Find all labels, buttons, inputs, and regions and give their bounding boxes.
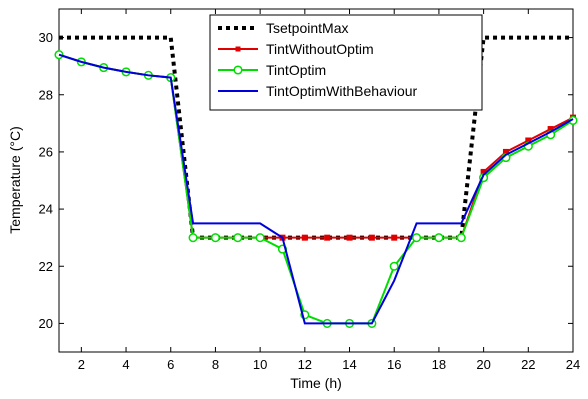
data-point <box>434 233 444 243</box>
legend: TsetpointMax TintWithoutOptim TintOptim Tin… <box>209 14 483 111</box>
x-tick-label: 2 <box>78 357 85 372</box>
data-point <box>233 233 243 243</box>
legend-marker <box>235 46 241 52</box>
data-point <box>368 234 375 241</box>
data-point <box>412 233 422 243</box>
data-point <box>456 233 466 243</box>
y-axis-label: Temperature (°C) <box>7 126 23 234</box>
data-point <box>301 234 308 241</box>
x-tick-label: 16 <box>387 357 401 372</box>
x-tick-label: 10 <box>253 357 267 372</box>
data-point <box>346 234 353 241</box>
legend-box <box>209 14 483 111</box>
x-tick-label: 20 <box>476 357 490 372</box>
x-tick-label: 12 <box>298 357 312 372</box>
series-layer <box>54 35 578 328</box>
series-line <box>58 53 574 325</box>
x-tick-label: 14 <box>342 357 356 372</box>
legend-entry-label: TintOptimWithBehaviour <box>266 83 418 99</box>
x-tick-label: 18 <box>432 357 446 372</box>
legend-entry-label: TintWithoutOptim <box>266 41 374 57</box>
data-point <box>389 261 399 271</box>
y-tick-label: 24 <box>39 202 53 217</box>
x-tick-label: 8 <box>212 357 219 372</box>
x-tick-label: 24 <box>566 357 580 372</box>
y-tick-label: 26 <box>39 144 53 159</box>
y-tick-label: 22 <box>39 259 53 274</box>
x-tick-label: 6 <box>167 357 174 372</box>
data-point <box>391 234 398 241</box>
data-point <box>210 233 220 243</box>
x-tick-label: 22 <box>521 357 535 372</box>
y-tick-label: 28 <box>39 87 53 102</box>
y-tick-label: 30 <box>39 30 53 45</box>
x-tick-label: 4 <box>122 357 129 372</box>
series-TintOptimWithBehaviour <box>58 53 574 325</box>
legend-marker <box>233 65 243 75</box>
y-tick-label: 20 <box>39 316 53 331</box>
x-axis-label: Time (h) <box>290 375 342 391</box>
data-point <box>255 233 265 243</box>
data-point <box>188 233 198 243</box>
legend-entry-label: TintOptim <box>266 62 326 78</box>
data-point <box>324 234 331 241</box>
legend-entry-label: TsetpointMax <box>266 20 348 36</box>
